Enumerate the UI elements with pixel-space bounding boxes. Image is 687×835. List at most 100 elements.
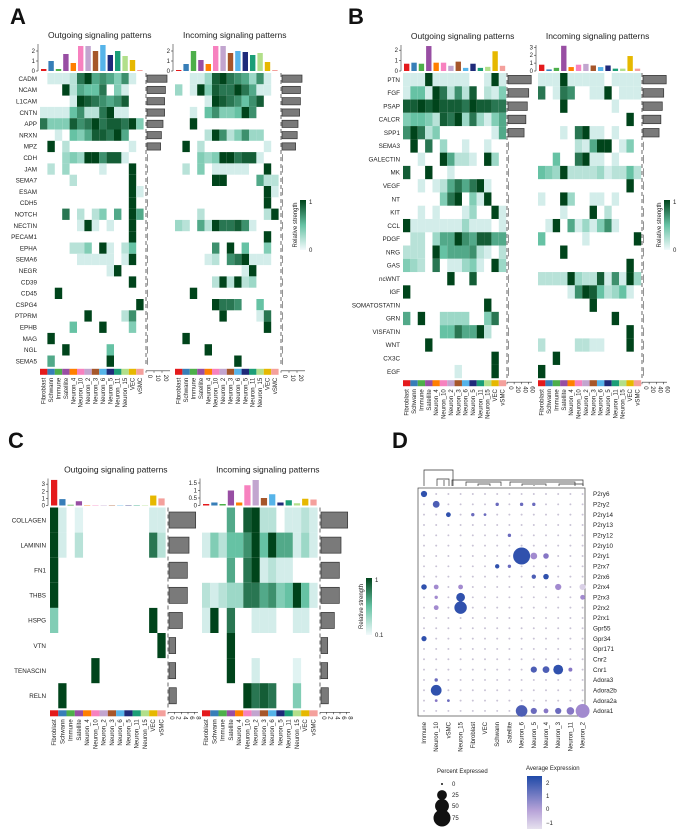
row-total-bar bbox=[643, 314, 644, 323]
dot bbox=[569, 585, 572, 588]
column-label: vSMC bbox=[160, 719, 166, 736]
cell-label: Satellite bbox=[507, 721, 513, 743]
heatmap-cell bbox=[234, 84, 242, 96]
column-label: Neuron_6 bbox=[101, 377, 107, 404]
row-total-bar bbox=[168, 561, 188, 579]
column-color-neuron_2 bbox=[99, 710, 108, 717]
heatmap-cell bbox=[484, 99, 492, 113]
column-label: Neuron_6 bbox=[464, 389, 470, 416]
heatmap-cell bbox=[484, 245, 492, 259]
row-total-bar bbox=[281, 142, 296, 151]
heatmap-cell bbox=[596, 218, 605, 233]
heatmap-cell bbox=[271, 174, 279, 186]
heatmap-cell bbox=[626, 112, 634, 127]
dot bbox=[420, 490, 428, 498]
dot bbox=[459, 709, 462, 712]
heatmap-cell bbox=[226, 633, 236, 659]
dot bbox=[434, 678, 438, 682]
colorbar-max-label: 1 bbox=[375, 578, 379, 584]
column-color-immune bbox=[189, 368, 198, 375]
column-color-neuron_15 bbox=[619, 380, 627, 387]
heatmap-cell bbox=[74, 532, 84, 558]
heatmap-cell bbox=[226, 84, 235, 96]
row-total-bar bbox=[147, 346, 148, 354]
bar-axis-tick-label: 3 bbox=[42, 482, 46, 488]
row-total-bar bbox=[282, 221, 283, 230]
heatmap-cell bbox=[461, 139, 470, 153]
dot bbox=[447, 524, 450, 526]
heatmap-cell bbox=[69, 73, 77, 85]
row-label-somatostatin: SOMATOSTATIN bbox=[352, 302, 401, 309]
heatmap-cell bbox=[136, 186, 144, 198]
heatmap-cell bbox=[149, 532, 158, 558]
row-total-bar bbox=[282, 154, 283, 162]
heatmap-cell bbox=[439, 192, 448, 206]
heatmap-cell bbox=[226, 532, 236, 558]
heatmap-cell bbox=[417, 311, 426, 326]
row-total-bar bbox=[320, 687, 329, 705]
dendrogram bbox=[423, 469, 584, 486]
dot bbox=[520, 575, 523, 578]
heatmap-cell bbox=[582, 73, 590, 87]
heatmap-cell bbox=[77, 95, 85, 107]
heatmap-cell bbox=[469, 99, 477, 113]
bar-axis-tick-label: 1 bbox=[194, 489, 198, 495]
dot bbox=[580, 594, 586, 600]
heatmap-cell bbox=[149, 507, 158, 533]
heatmap-cell bbox=[403, 258, 411, 273]
dot bbox=[520, 658, 523, 661]
dot bbox=[447, 668, 450, 671]
legend-color-title: Average Expression bbox=[526, 766, 580, 772]
top-bar-schwann bbox=[48, 61, 54, 71]
dot bbox=[496, 544, 499, 547]
heatmap-cell bbox=[439, 325, 448, 339]
dot bbox=[471, 678, 474, 681]
top-bar-neuron_4 bbox=[236, 502, 243, 506]
heatmap-cell bbox=[54, 106, 63, 119]
heatmap-cell bbox=[219, 73, 227, 85]
heatmap-cell bbox=[582, 272, 590, 286]
heatmap-cell bbox=[189, 118, 198, 130]
row-total-bar bbox=[168, 612, 183, 629]
column-color-neuron_5 bbox=[241, 368, 249, 375]
heatmap-cell bbox=[259, 532, 269, 558]
column-color-vsmc bbox=[633, 380, 642, 387]
heatmap-cell bbox=[284, 582, 293, 608]
dot bbox=[496, 493, 499, 495]
heatmap-cell bbox=[491, 112, 499, 127]
dot bbox=[568, 667, 573, 672]
heatmap-cell bbox=[197, 140, 205, 153]
heatmap-cell bbox=[560, 73, 568, 87]
row-total-bar bbox=[508, 155, 509, 164]
cell-label: Neuron_10 bbox=[434, 721, 440, 751]
heatmap-cell bbox=[84, 310, 92, 322]
row-total-bar bbox=[508, 300, 509, 310]
row-total-bar bbox=[147, 334, 148, 343]
top-bar-neuron_3 bbox=[455, 61, 461, 71]
heatmap-cell bbox=[263, 253, 272, 266]
top-bar-satellite bbox=[227, 490, 235, 506]
column-color-neuron_5 bbox=[124, 710, 133, 717]
column-color-neuron_6 bbox=[99, 368, 107, 375]
top-bar-vec bbox=[492, 51, 498, 71]
dot bbox=[581, 565, 584, 568]
heatmap-cell bbox=[447, 192, 455, 206]
heatmap-cell bbox=[114, 73, 122, 85]
heatmap-cell bbox=[276, 582, 285, 608]
column-color-immune bbox=[54, 368, 63, 375]
top-bar-schwann bbox=[211, 502, 218, 506]
dot bbox=[569, 637, 572, 640]
dot bbox=[459, 678, 462, 681]
heatmap-cell bbox=[626, 86, 634, 100]
heatmap-cell bbox=[410, 258, 418, 273]
dot bbox=[543, 553, 549, 559]
heatmap-cell bbox=[447, 99, 455, 113]
heatmap-cell bbox=[454, 86, 462, 100]
dot bbox=[423, 503, 425, 506]
dot bbox=[459, 658, 462, 661]
row-total-bar bbox=[147, 199, 148, 207]
heatmap-cell bbox=[447, 232, 455, 246]
heatmap-cell bbox=[484, 218, 492, 233]
column-label: vSMC bbox=[312, 719, 318, 736]
